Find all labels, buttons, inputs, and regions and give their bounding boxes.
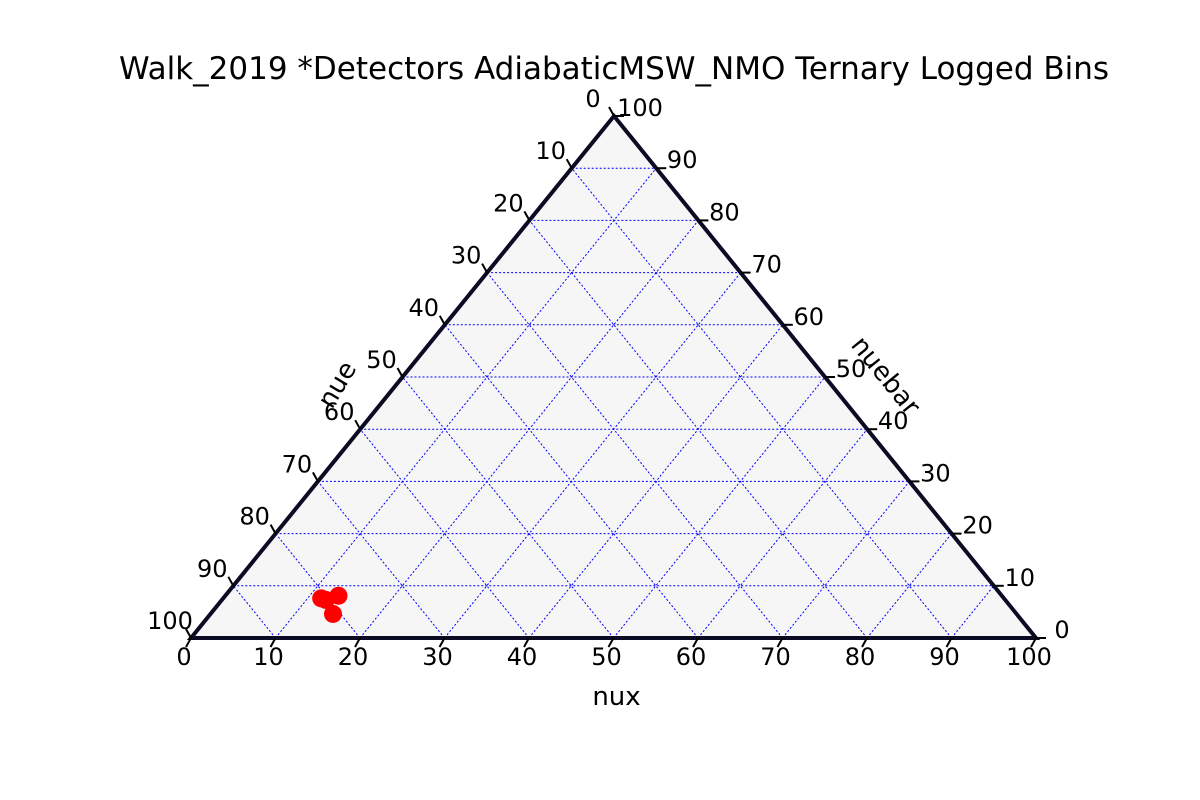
tick-mark-nue (481, 263, 488, 274)
tick-mark-nux (861, 637, 868, 648)
grid-line (528, 324, 784, 639)
tick-label-nue: 60 (324, 398, 355, 426)
tick-label-nux: 100 (1006, 643, 1052, 671)
axis-label-nue: nue (312, 356, 363, 413)
tick-label-nux: 90 (929, 643, 960, 671)
data-point (312, 589, 331, 608)
tick-mark-nux (185, 637, 192, 648)
grid-line (444, 324, 699, 639)
grid-line (275, 167, 657, 639)
tick-mark-nux (1030, 637, 1037, 648)
tick-label-nue: 10 (535, 137, 566, 165)
tick-label-nux: 70 (760, 643, 791, 671)
grid-line (232, 585, 276, 639)
tick-label-nux: 10 (253, 643, 284, 671)
tick-mark-nux (354, 637, 361, 648)
tick-mark-nue (608, 106, 615, 117)
grid-line (359, 428, 530, 639)
tick-label-nuebar: 60 (794, 303, 825, 331)
tick-label-nuebar: 40 (878, 407, 909, 435)
tick-mark-nux (692, 637, 699, 648)
tick-label-nuebar: 20 (962, 512, 993, 540)
tick-mark-nue (396, 367, 404, 378)
tick-label-nux: 50 (591, 643, 622, 671)
grid-line (951, 585, 995, 639)
tick-label-nuebar: 50 (836, 355, 867, 383)
tick-mark-nux (523, 637, 530, 648)
tick-mark-nue (185, 628, 192, 639)
tick-label-nue: 20 (493, 189, 524, 217)
tick-mark-nux (438, 637, 446, 648)
chart-title: Walk_2019 *Detectors AdiabaticMSW_NMO Te… (119, 51, 1109, 87)
tick-label-nue: 90 (197, 555, 228, 583)
tick-label-nuebar: 100 (617, 94, 663, 122)
tick-label-nue: 30 (451, 242, 482, 270)
tick-label-nux: 60 (676, 643, 707, 671)
tick-label-nuebar: 70 (751, 251, 782, 279)
grid-line (571, 167, 952, 639)
tick-label-nuebar: 0 (1054, 616, 1069, 644)
tick-label-nue: 0 (585, 85, 600, 113)
axis-label-nux: nux (592, 682, 640, 712)
tick-label-nux: 20 (338, 643, 369, 671)
grid-line (697, 428, 868, 639)
tick-label-nux: 80 (845, 643, 876, 671)
tick-labels: 0 10 20 30 40 50 60 70 80 90 100010203040506070809… (147, 85, 1070, 671)
tick-mark-nux (776, 637, 784, 648)
tick-label-nue: 80 (239, 503, 270, 531)
data-points (312, 586, 348, 623)
tick-label-nuebar: 30 (920, 459, 951, 487)
tick-marks (185, 106, 1046, 648)
grid-line (782, 481, 910, 639)
tick-label-nue: 70 (282, 450, 313, 478)
tick-label-nue: 100 (147, 607, 193, 635)
tick-label-nux: 0 (176, 643, 191, 671)
tick-mark-nue (523, 210, 531, 221)
tick-label-nuebar: 90 (667, 146, 698, 174)
tick-mark-nux (269, 637, 277, 648)
data-point (323, 604, 342, 623)
grid-line (317, 481, 445, 639)
tick-mark-nue (565, 158, 573, 169)
tick-mark-nue (269, 524, 277, 535)
tick-label-nue: 40 (409, 294, 440, 322)
grid-lines (232, 167, 995, 639)
tick-label-nux: 40 (507, 643, 538, 671)
tick-mark-nux (945, 637, 953, 648)
tick-label-nuebar: 10 (1005, 564, 1036, 592)
tick-mark-nue (438, 315, 446, 326)
triangle-background (191, 116, 1036, 638)
tick-label-nux: 30 (422, 643, 453, 671)
tick-mark-nue (227, 576, 235, 587)
tick-mark-nue (354, 419, 362, 430)
tick-label-nuebar: 80 (709, 198, 740, 226)
tick-label-nue: 50 (366, 346, 397, 374)
tick-mark-nue (312, 471, 319, 482)
tick-mark-nux (607, 637, 615, 648)
